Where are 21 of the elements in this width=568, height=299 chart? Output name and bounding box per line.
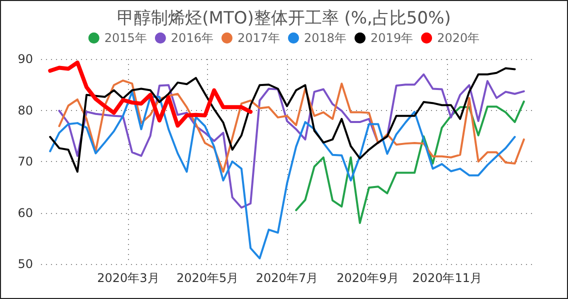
legend-label: 2016年 — [170, 31, 214, 45]
y-tick-label: 80 — [18, 103, 33, 118]
x-tick-label: 2020年9月 — [336, 271, 399, 285]
legend-label: 2015年 — [104, 31, 147, 45]
legend-label: 2018年 — [304, 31, 347, 45]
line-series — [295, 100, 525, 224]
x-tick-label: 2020年3月 — [97, 271, 160, 285]
x-tick-label: 2020年11月 — [412, 271, 482, 285]
line-series — [48, 60, 253, 128]
x-tick-label: 2020年7月 — [256, 271, 318, 285]
y-tick-label: 70 — [18, 154, 33, 168]
chart-title: 甲醇制烯烃(MTO)整体开工率 (%,占比50%) — [117, 8, 451, 28]
legend-label: 2020年 — [437, 31, 480, 45]
legend-label: 2017年 — [237, 31, 280, 45]
legend-label: 2019年 — [370, 31, 414, 45]
line-series — [58, 73, 525, 209]
x-tick-label: 2020年5月 — [176, 271, 239, 285]
y-tick-label: 60 — [18, 206, 33, 220]
line-series — [49, 90, 516, 260]
y-tick-label: 50 — [18, 257, 33, 271]
y-tick-label: 90 — [18, 52, 33, 66]
